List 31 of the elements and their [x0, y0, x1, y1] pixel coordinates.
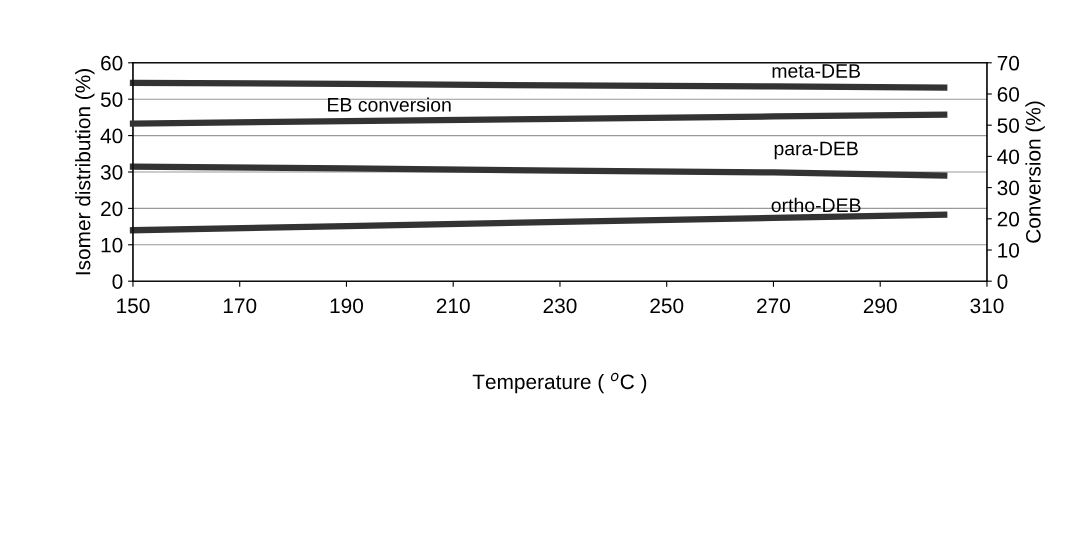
x-axis-title: Temperature ( $^{o}$C ) [472, 372, 647, 394]
annotation: ortho-DEB [771, 197, 861, 213]
x-tick-label: 210 [436, 298, 470, 314]
y2-tick-label: 40 [997, 149, 1020, 165]
x-tick-label: 250 [650, 298, 684, 314]
y2-tick-label: 0 [997, 274, 1008, 289]
y-tick-label: 0 [112, 274, 123, 289]
y-tick-label: 50 [100, 92, 123, 107]
y2-axis-title: Conversion (%) [1025, 101, 1045, 243]
y2-tick-label: 50 [997, 118, 1020, 133]
x-tick-label: 310 [970, 298, 1004, 314]
y2-tick-label: 10 [998, 242, 1020, 258]
y-tick-label: 20 [101, 201, 123, 217]
y-axis-title: Isomer distribution (%) [75, 69, 95, 275]
y-tick-label: 60 [101, 55, 123, 71]
x-tick-label: 170 [223, 298, 257, 314]
x-tick-label: 270 [757, 298, 791, 314]
y-tick-label: 40 [100, 128, 123, 144]
annotation: meta-DEB [772, 64, 860, 78]
y2-tick-label: 60 [997, 86, 1020, 102]
x-tick-label: 290 [863, 298, 897, 314]
y-tick-label: 10 [101, 237, 123, 253]
x-tick-label: 230 [543, 298, 577, 314]
y-tick-label: 30 [100, 164, 123, 180]
annotation: EB conversion [328, 97, 451, 112]
annotation: para-DEB [774, 141, 858, 160]
x-tick-label: 190 [330, 298, 364, 314]
y2-tick-label: 70 [997, 55, 1020, 71]
y2-tick-label: 30 [997, 180, 1020, 196]
x-tick-label: 150 [117, 298, 150, 314]
y2-tick-label: 20 [997, 211, 1020, 227]
